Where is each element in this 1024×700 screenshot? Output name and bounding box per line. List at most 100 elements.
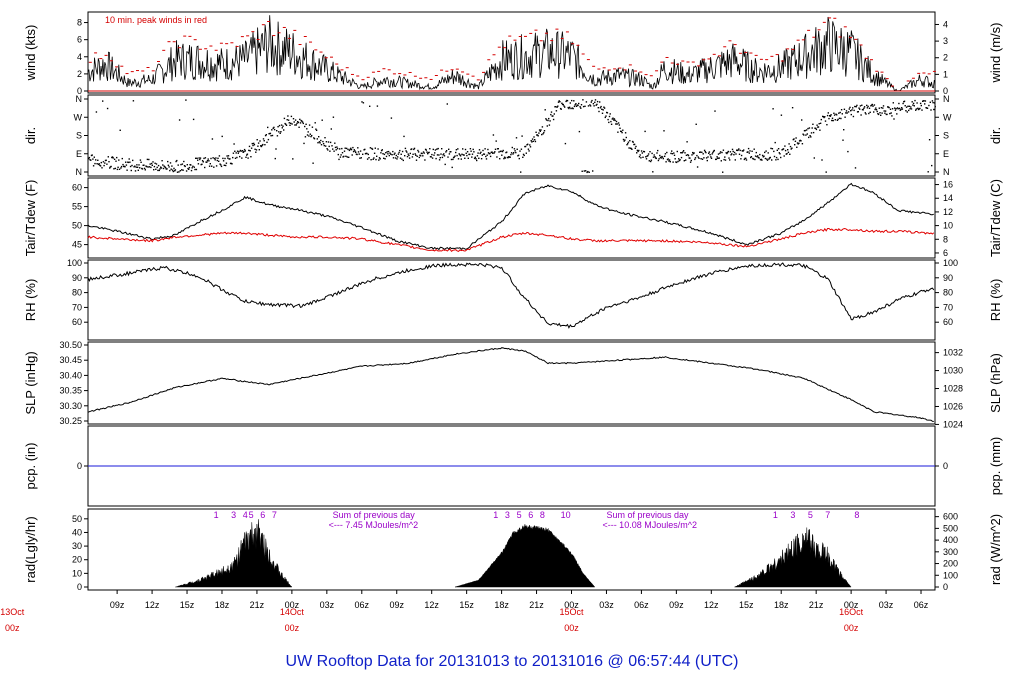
direction-point — [515, 151, 517, 154]
direction-point — [280, 131, 282, 133]
direction-point — [850, 110, 852, 112]
direction-point — [808, 136, 810, 139]
direction-point — [336, 147, 339, 150]
direction-point — [555, 106, 557, 108]
direction-point — [647, 154, 649, 157]
direction-point — [866, 104, 868, 107]
direction-point — [463, 154, 465, 156]
y-axis-label: RH (%) — [23, 279, 38, 322]
direction-point — [711, 153, 713, 155]
y-axis-label-right: RH (%) — [988, 279, 1003, 322]
direction-point — [492, 134, 495, 136]
direction-point — [494, 151, 496, 153]
direction-point — [175, 160, 177, 163]
direction-point — [299, 122, 302, 124]
direction-point — [820, 118, 822, 121]
direction-point — [246, 153, 249, 155]
y-tick-label-right: 100 — [943, 570, 958, 580]
direction-point — [250, 147, 253, 149]
day-hour-label: 00z — [564, 623, 579, 633]
direction-point — [184, 165, 186, 168]
direction-point — [685, 154, 688, 156]
direction-point — [587, 170, 589, 173]
direction-point — [222, 160, 225, 162]
direction-point — [386, 151, 388, 153]
direction-point — [866, 107, 869, 109]
day-label: 13Oct — [0, 607, 25, 617]
direction-point — [729, 159, 731, 161]
direction-point — [383, 153, 386, 156]
direction-point — [902, 102, 904, 105]
direction-point — [552, 115, 554, 117]
direction-point — [684, 152, 686, 154]
direction-point — [357, 147, 359, 149]
direction-point — [233, 143, 235, 145]
y-tick-label-right: N — [943, 167, 950, 177]
direction-point — [912, 104, 914, 106]
y-tick-label: 50 — [72, 514, 82, 524]
direction-point — [185, 99, 187, 101]
direction-point — [708, 151, 711, 153]
direction-point — [253, 142, 255, 145]
y-tick-label: 30.40 — [59, 370, 82, 380]
direction-point — [619, 127, 621, 129]
direction-point — [234, 150, 236, 152]
direction-point — [643, 151, 646, 153]
direction-point — [500, 150, 502, 152]
direction-point — [438, 159, 441, 161]
y-tick-label-right: 2 — [943, 53, 948, 63]
direction-point — [911, 101, 913, 103]
direction-point — [499, 158, 501, 160]
direction-point — [716, 156, 718, 158]
direction-point — [928, 139, 931, 141]
panel-radiation: rad(Lgly/hr) rad (W/m^2)01020304050010020… — [23, 508, 1003, 592]
direction-point — [385, 155, 388, 158]
direction-point — [314, 122, 316, 124]
direction-point — [289, 124, 291, 126]
direction-point — [426, 151, 428, 153]
direction-point — [226, 155, 228, 157]
direction-point — [477, 152, 479, 154]
direction-point — [650, 159, 653, 161]
direction-point — [297, 121, 300, 124]
direction-point — [97, 159, 99, 161]
x-tick-label: 09z — [389, 600, 404, 610]
direction-point — [415, 159, 418, 161]
direction-point — [461, 153, 463, 155]
radiation-hour-marker: 6 — [260, 510, 265, 520]
direction-point — [223, 164, 225, 166]
direction-point — [171, 169, 174, 171]
direction-point — [708, 152, 710, 154]
direction-point — [669, 161, 671, 163]
direction-point — [810, 136, 812, 138]
direction-point — [222, 157, 224, 160]
direction-point — [115, 160, 117, 162]
y-tick-label: 30.30 — [59, 401, 82, 411]
direction-point — [194, 168, 196, 171]
direction-point — [280, 124, 283, 126]
direction-point — [865, 113, 867, 115]
direction-point — [333, 150, 335, 152]
direction-point — [290, 122, 292, 124]
direction-point — [764, 151, 766, 154]
panel-frame — [87, 94, 936, 177]
direction-point — [203, 157, 205, 160]
direction-point — [722, 149, 725, 151]
direction-point — [292, 118, 295, 120]
direction-point — [874, 108, 876, 111]
x-tick-label: 03z — [320, 600, 335, 610]
direction-point — [798, 142, 800, 144]
y-tick-label: 60 — [72, 183, 82, 193]
direction-point — [451, 166, 453, 169]
direction-point — [824, 120, 827, 122]
direction-point — [452, 158, 454, 161]
direction-point — [699, 151, 702, 153]
x-tick-label: 06z — [634, 600, 649, 610]
direction-point — [358, 153, 360, 155]
direction-point — [90, 159, 92, 161]
direction-point — [281, 127, 283, 129]
direction-point — [917, 107, 919, 109]
direction-point — [409, 152, 411, 155]
direction-point — [672, 161, 674, 163]
direction-point — [475, 158, 477, 160]
